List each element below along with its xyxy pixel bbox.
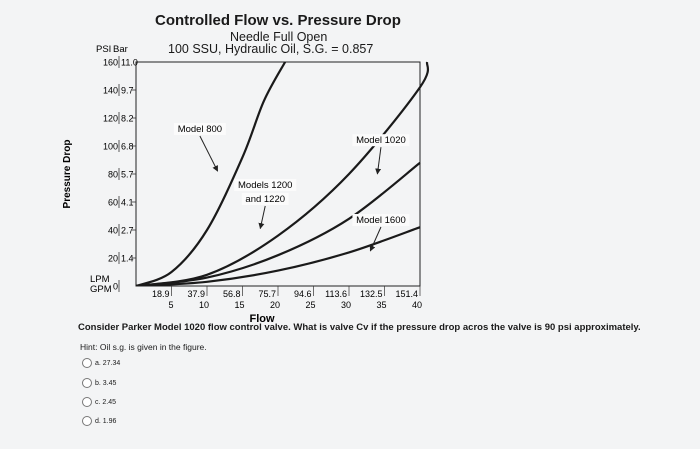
x-unit-lpm: LPM [90, 274, 110, 285]
x-tick-gpm-label: 30 [341, 300, 351, 310]
annotation-label: and 1220 [245, 194, 285, 205]
y-tick-psi-label: 0 [113, 282, 118, 292]
y-tick-bar-label: 5.7 [121, 170, 134, 180]
y-tick-psi-label: 40 [108, 226, 118, 236]
annotation-arrow [199, 135, 219, 172]
answer-option-a[interactable]: a. 27.34 [82, 358, 120, 368]
y-tick-psi-label: 20 [108, 254, 118, 264]
y-tick-bar-label: 11.0 [121, 58, 138, 68]
annotation-label: Models 1200 [238, 180, 292, 191]
annotation-background [352, 214, 410, 226]
x-tick-lpm-label: 18.9 [152, 289, 170, 299]
annotation-background [173, 123, 226, 135]
y-unit-bar: Bar [113, 44, 128, 55]
annotation-arrow [375, 147, 382, 175]
y-tick-psi-label: 60 [108, 198, 118, 208]
question-text: Consider Parker Model 1020 flow control … [78, 322, 641, 333]
annotation-label: Model 1600 [356, 215, 406, 226]
x-unit-gpm: GPM [90, 284, 112, 295]
y-tick-bar-label: 4.1 [121, 198, 134, 208]
x-tick-lpm-label: 113.6 [325, 289, 347, 299]
y-unit-psi: PSI [96, 44, 111, 55]
annotation-background [352, 134, 410, 147]
radio-button-a[interactable] [82, 358, 92, 368]
answer-option-b-label: b. 3.45 [95, 379, 117, 387]
x-tick-gpm-label: 5 [168, 300, 173, 310]
x-tick-gpm-label: 15 [234, 300, 244, 310]
answer-option-c[interactable]: c. 2.45 [82, 397, 116, 407]
x-tick-lpm-label: 151.4 [395, 289, 418, 299]
x-tick-lpm-label: 37.9 [187, 289, 205, 299]
x-tick-lpm-label: 75.7 [258, 289, 276, 299]
y-tick-bar-label: 6.8 [121, 142, 134, 152]
answer-option-b[interactable]: b. 3.45 [82, 378, 116, 388]
y-tick-bar-label: 9.7 [121, 86, 134, 96]
annotation-background [241, 193, 289, 205]
radio-button-b[interactable] [82, 378, 92, 388]
series-line-4 [136, 226, 421, 286]
y-tick-psi-label: 160 [103, 58, 118, 68]
y-tick-psi-label: 140 [103, 86, 118, 96]
x-tick-lpm-label: 132.5 [360, 289, 383, 299]
answer-option-c-label: c. 2.45 [95, 398, 117, 406]
chart-subtitle-1: Needle Full Open [230, 30, 328, 44]
annotation-label: Model 800 [178, 124, 222, 135]
annotation-label: Model 1020 [356, 135, 406, 146]
x-tick-lpm-label: 94.6 [294, 289, 312, 299]
chart-title: Controlled Flow vs. Pressure Drop [155, 12, 401, 29]
annotation-arrow [369, 226, 382, 252]
x-tick-lpm-label: 56.8 [223, 289, 241, 299]
annotation-background [234, 179, 297, 191]
x-tick-gpm-label: 35 [376, 300, 386, 310]
series-line-1 [136, 61, 287, 286]
y-axis-title: Pressure Drop [62, 140, 73, 209]
answer-option-d[interactable]: d. 1.96 [82, 416, 116, 426]
y-tick-bar-label: 8.2 [121, 114, 134, 124]
y-tick-bar-label: 2.7 [121, 226, 134, 236]
x-tick-gpm-label: 40 [412, 300, 422, 310]
x-tick-gpm-label: 25 [305, 300, 315, 310]
x-axis-title: Flow [249, 313, 274, 325]
y-tick-psi-label: 120 [103, 114, 118, 124]
answer-option-d-label: d. 1.96 [95, 417, 117, 425]
hint-text: Hint: Oil s.g. is given in the figure. [80, 342, 207, 352]
x-tick-gpm-label: 20 [270, 300, 280, 310]
series-line-3 [136, 161, 421, 286]
radio-button-c[interactable] [82, 397, 92, 407]
y-tick-psi-label: 100 [103, 142, 118, 152]
answer-option-a-label: a. 27.34 [95, 359, 121, 367]
y-tick-bar-label: 1.4 [121, 254, 134, 264]
y-tick-psi-label: 80 [108, 170, 118, 180]
series-line-2 [136, 61, 430, 286]
annotation-arrow [258, 205, 266, 230]
chart-subtitle-2: 100 SSU, Hydraulic Oil, S.G. = 0.857 [168, 42, 374, 56]
x-tick-gpm-label: 10 [199, 300, 209, 310]
radio-button-d[interactable] [82, 416, 92, 426]
